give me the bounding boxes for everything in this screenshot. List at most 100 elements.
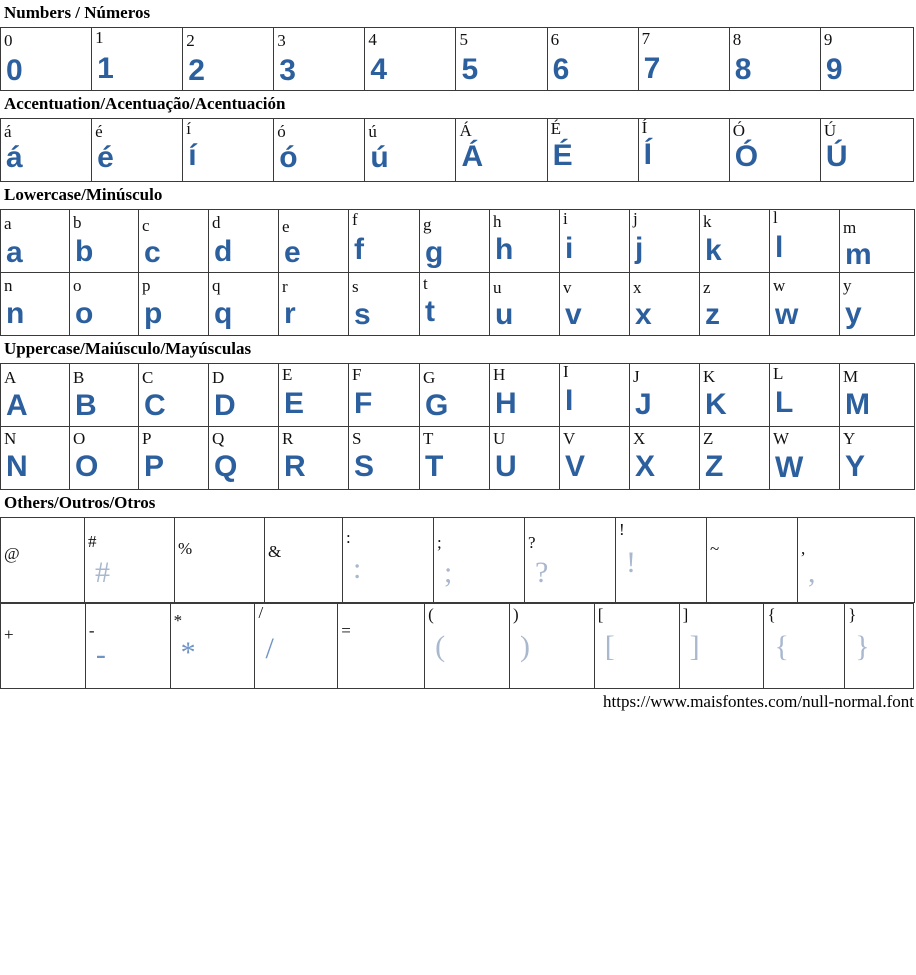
glyph-cell[interactable]: [[: [594, 603, 680, 689]
glyph-cell[interactable]: ~: [706, 517, 798, 603]
glyph-cell[interactable]: &: [264, 517, 343, 603]
glyph-cell[interactable]: # #: [84, 517, 175, 603]
glyph-cell[interactable]: +: [0, 603, 86, 689]
glyph-cell[interactable]: ;;: [433, 517, 525, 603]
glyph-cell[interactable]: !!: [615, 517, 707, 603]
glyph-cell[interactable]: ::: [342, 517, 434, 603]
glyph-cell[interactable]: * *: [170, 603, 256, 689]
glyph-cell[interactable]: ??: [524, 517, 616, 603]
glyph-cell[interactable]: ,,: [797, 517, 915, 603]
cell-glyph: 4: [370, 53, 387, 86]
glyph-cell[interactable]: }}: [844, 603, 914, 689]
cell-label: 5: [459, 30, 468, 49]
glyph-cell[interactable]: / /: [254, 603, 339, 689]
glyph-cell[interactable]: {{: [763, 603, 846, 689]
glyph-cell[interactable]: @: [0, 517, 85, 603]
glyph-cell[interactable]: =: [337, 603, 426, 689]
glyph-cell[interactable]: %: [174, 517, 265, 603]
glyph-cell[interactable]: --: [85, 603, 171, 689]
cell-label: 7: [641, 29, 651, 48]
cell-glyph: ]: [689, 630, 700, 663]
cell-label: g: [423, 215, 432, 234]
glyph-cell[interactable]: ]]: [679, 603, 765, 689]
cell-label: ~: [710, 539, 720, 558]
glyph-cell[interactable]: )): [509, 603, 595, 689]
cell-glyph: e: [284, 236, 301, 269]
glyph-cell[interactable]: ((: [424, 603, 510, 689]
